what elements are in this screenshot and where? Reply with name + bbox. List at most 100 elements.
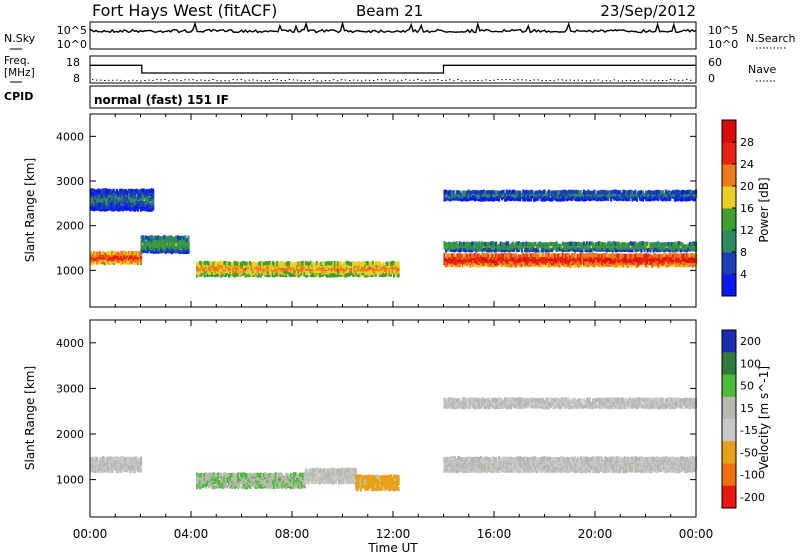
echo-cell xyxy=(584,248,587,253)
echo-cell xyxy=(584,197,587,202)
echo-cell xyxy=(208,270,211,276)
echo-cell xyxy=(161,248,164,253)
echo-cell xyxy=(637,256,640,261)
echo-cell xyxy=(353,472,356,477)
echo-cell xyxy=(493,261,496,266)
date-label: 23/Sep/2012 xyxy=(600,2,696,20)
echo-cell xyxy=(145,245,148,251)
echo-cell xyxy=(605,248,608,253)
echo-cell xyxy=(350,267,353,272)
echo-cell xyxy=(277,472,280,477)
echo-cell xyxy=(675,189,678,194)
echo-cell xyxy=(173,241,176,247)
echo-cell xyxy=(130,188,133,193)
nave-point xyxy=(449,79,451,81)
echo-cell xyxy=(368,269,371,274)
echo-cell xyxy=(170,235,173,240)
echo-cell xyxy=(623,190,626,195)
echo-cell xyxy=(631,248,634,253)
echo-cell xyxy=(526,190,529,195)
echo-cell xyxy=(103,463,106,468)
echo-cell xyxy=(655,194,658,199)
echo-cell xyxy=(466,194,469,199)
echo-cell xyxy=(661,242,664,247)
echo-cell xyxy=(458,196,461,201)
echo-cell xyxy=(149,240,152,245)
echo-cell xyxy=(638,190,641,195)
echo-cell xyxy=(112,188,115,193)
echo-cell xyxy=(237,261,240,266)
echo-cell xyxy=(130,457,133,462)
echo-cell xyxy=(445,259,448,264)
echo-cell xyxy=(481,241,484,246)
echo-cell xyxy=(132,193,135,198)
echo-cell xyxy=(496,261,499,266)
echo-cell xyxy=(93,188,96,193)
echo-cell xyxy=(175,237,178,242)
nave-point xyxy=(529,80,531,81)
echo-cell xyxy=(635,197,638,202)
echo-cell xyxy=(202,472,205,478)
echo-cell xyxy=(261,480,264,485)
echo-cell xyxy=(549,197,552,202)
echo-cell xyxy=(543,242,546,247)
echo-cell xyxy=(570,241,573,246)
echo-cell xyxy=(364,266,367,272)
echo-cell xyxy=(535,190,538,195)
nave-point xyxy=(453,80,455,82)
echo-cell xyxy=(495,241,498,246)
echo-cell xyxy=(244,269,247,274)
echo-cell xyxy=(535,193,538,198)
echo-cell xyxy=(564,246,567,251)
echo-cell xyxy=(386,271,389,276)
echo-cell xyxy=(599,241,602,246)
echo-cell xyxy=(99,462,102,468)
echo-cell xyxy=(327,269,330,274)
echo-cell xyxy=(133,199,136,204)
echo-cell xyxy=(560,197,563,202)
nave-point xyxy=(425,80,427,82)
echo-cell xyxy=(582,253,585,258)
echo-cell xyxy=(490,253,493,258)
echo-cell xyxy=(452,245,455,250)
echo-cell xyxy=(628,192,631,197)
nave-point xyxy=(304,80,307,81)
echo-cell xyxy=(321,268,324,274)
echo-cell xyxy=(130,251,133,256)
echo-cell xyxy=(124,199,127,204)
echo-cell xyxy=(364,273,367,278)
echo-cell xyxy=(569,258,572,263)
echo-cell xyxy=(555,247,558,252)
echo-cell xyxy=(258,476,261,481)
echo-cell xyxy=(340,263,343,268)
echo-cell xyxy=(227,475,230,480)
echo-cell xyxy=(579,242,582,247)
echo-cell xyxy=(557,260,560,265)
echo-cell xyxy=(676,244,679,249)
echo-cell xyxy=(217,260,220,265)
echo-cell xyxy=(196,476,199,481)
echo-cell xyxy=(342,474,345,479)
echo-cell xyxy=(520,253,523,258)
nave-point xyxy=(517,79,519,81)
echo-cell xyxy=(687,253,690,258)
echo-cell xyxy=(552,246,555,251)
echo-cell xyxy=(310,467,313,473)
echo-cell xyxy=(449,195,452,200)
echo-cell xyxy=(457,194,460,199)
echo-cell xyxy=(673,245,676,250)
echo-cell xyxy=(126,205,129,210)
echo-cell xyxy=(100,466,103,471)
echo-cell xyxy=(685,195,688,200)
nave-point xyxy=(140,80,142,82)
echo-cell xyxy=(237,265,240,270)
echo-cell xyxy=(508,189,511,194)
echo-cell xyxy=(154,247,157,252)
echo-cell xyxy=(514,242,517,247)
echo-cell xyxy=(118,468,121,473)
echo-cell xyxy=(393,268,396,273)
echo-cell xyxy=(458,193,461,198)
echo-cell xyxy=(103,258,106,263)
echo-cell xyxy=(635,255,638,260)
echo-cell xyxy=(138,250,141,255)
